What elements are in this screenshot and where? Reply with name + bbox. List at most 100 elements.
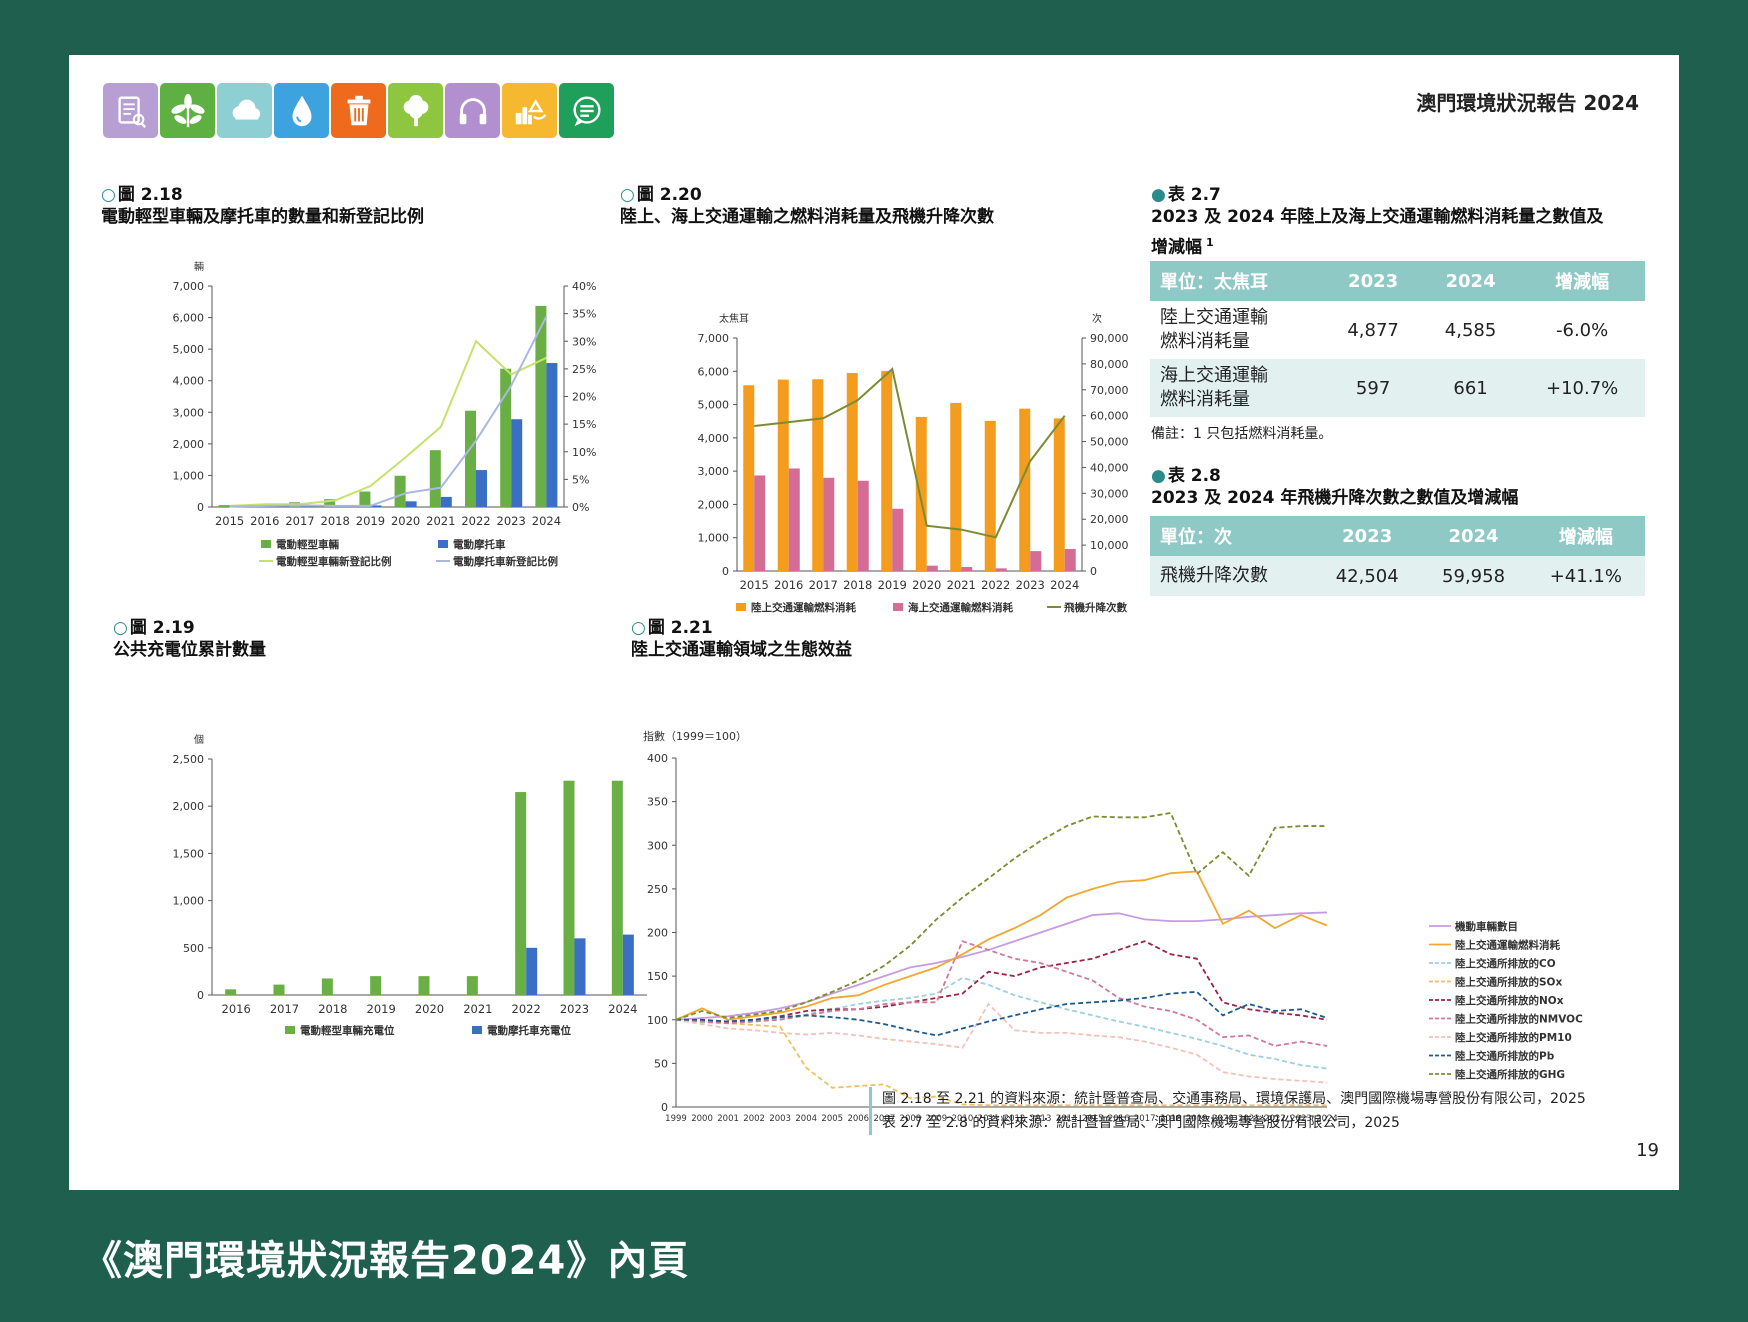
bar-海上交通運輸燃料消耗 xyxy=(1064,548,1076,571)
line-飛機升降次數 xyxy=(754,367,1066,539)
fig219-chart: 個 0 500 1,000 1,500 2,000 2,500 2016 2017 2018 201… xyxy=(173,733,647,1037)
x-tick-label: 2023 xyxy=(497,514,526,528)
y2-tick-label: 20% xyxy=(572,391,596,404)
x-tick-label: 2017 xyxy=(809,578,838,592)
source-note: 圖 2.18 至 2.21 的資料來源：統計暨普查局、交通事務局、環境保護局、澳… xyxy=(869,1087,1586,1135)
table-row: 陸上交通運輸 燃料消耗量 4,877 4,585 -6.0% xyxy=(1150,301,1645,359)
line-陸上交通所排放的Pb xyxy=(676,990,1328,1037)
y-axis-unit: 個 xyxy=(194,733,204,746)
bar-電動輕型車輛 xyxy=(324,499,336,507)
x-tick-label: 2021 xyxy=(947,578,976,592)
line-陸上交通所排放的SOx xyxy=(675,1018,1327,1107)
bar-電動輕型車輛 xyxy=(465,410,476,507)
x-tick-label: 2015 xyxy=(215,514,244,528)
legend-label: 電動摩托車新登記比例 xyxy=(453,555,558,568)
y-tick-label: 0 xyxy=(661,1101,668,1114)
legend-swatch xyxy=(438,540,448,548)
y2-tick-label: 20,000 xyxy=(1090,513,1129,526)
table27-cell: 4,877 xyxy=(1347,319,1399,341)
x-tick-label: 2019 xyxy=(356,514,385,528)
table28-cell: 42,504 xyxy=(1314,556,1421,596)
bar-電動輕型車輛 xyxy=(429,450,441,507)
y-axis-unit: 太焦耳 xyxy=(719,312,749,325)
y-tick-label: 4,000 xyxy=(698,432,730,445)
y-tick-label: 500 xyxy=(183,942,204,955)
fig220-title: 陸上、海上交通運輸之燃料消耗量及飛機升降次數 xyxy=(620,207,994,227)
x-tick-label: 2018 xyxy=(318,1002,347,1016)
table27-note: 備註：1 只包括燃料消耗量。 xyxy=(1151,426,1333,442)
x-tick-label: 2020 xyxy=(415,1002,444,1016)
y-tick-label: 1,000 xyxy=(173,469,205,482)
x-tick-label: 2020 xyxy=(391,514,420,528)
x-tick-label: 2014 xyxy=(1056,1114,1078,1124)
legend-label: 陸上交通運輸燃料消耗 xyxy=(1455,939,1560,952)
page-number: 19 xyxy=(1636,1140,1659,1161)
bar-電動摩托車充電位 xyxy=(622,934,634,995)
table28-header-2024: 2024 xyxy=(1420,516,1527,556)
y-tick-label: 2,500 xyxy=(173,753,205,766)
line-陸上交通運輸燃料消耗 xyxy=(675,870,1328,1021)
bar-陸上交通運輸燃料消耗 xyxy=(950,402,962,571)
bar-陸上交通運輸燃料消耗 xyxy=(777,379,789,571)
legend-label: 飛機升降次數 xyxy=(1063,601,1127,614)
y-tick-label: 5,000 xyxy=(173,343,205,356)
table27-cell: -6.0% xyxy=(1556,319,1609,341)
y-tick-label: 200 xyxy=(647,927,668,940)
y-tick-label: 50 xyxy=(654,1057,668,1070)
x-tick-label: 2023 xyxy=(560,1002,589,1016)
x-tick-label: 2017 xyxy=(285,514,314,528)
y-tick-label: 0 xyxy=(197,989,204,1002)
line-電動輕型車輛新登記比例 xyxy=(229,339,547,507)
legend-label: 陸上交通所排放的Pb xyxy=(1455,1050,1555,1063)
leaf-icon xyxy=(160,83,215,138)
table27-cell: +10.7% xyxy=(1519,359,1645,417)
y-tick-label: 350 xyxy=(647,796,668,809)
table27-row-label: 海上交通運輸 燃料消耗量 xyxy=(1150,359,1325,417)
fig219-title: 公共充電位累計數量 xyxy=(113,640,266,660)
document-icon xyxy=(103,83,158,138)
bar-陸上交通運輸燃料消耗 xyxy=(812,379,824,571)
x-tick-label: 2017 xyxy=(270,1002,299,1016)
x-tick-label: 2020 xyxy=(912,578,941,592)
x-tick-label: 2009 xyxy=(926,1114,948,1124)
bar-電動輕型車輛充電位 xyxy=(611,780,623,995)
bar-電動摩托車 xyxy=(440,496,452,507)
legend-label: 陸上交通所排放的SOx xyxy=(1455,976,1562,989)
y2-tick-label: 10,000 xyxy=(1090,539,1129,552)
y-tick-label: 4,000 xyxy=(173,375,205,388)
table27-header-change: 增減幅 xyxy=(1519,261,1645,301)
x-tick-label: 2004 xyxy=(795,1114,817,1124)
y2-tick-label: 30% xyxy=(572,335,596,348)
y-tick-label: 300 xyxy=(647,839,668,852)
bar-電動輕型車輛 xyxy=(359,491,371,507)
x-tick-label: 2018 xyxy=(1160,1114,1182,1124)
table28-title: 2023 及 2024 年飛機升降次數之數值及增減幅 xyxy=(1151,488,1519,508)
y-tick-label: 400 xyxy=(647,752,668,765)
fig220-chart: 太焦耳 0 1,000 2,000 3,000 4,000 5,000 6,000 7,000 次… xyxy=(698,312,1129,614)
table28: 單位：次 2023 2024 增減幅 飛機升降次數 42,504 59,958 … xyxy=(1150,516,1645,596)
x-tick-label: 2021 xyxy=(1238,1114,1260,1124)
x-tick-label: 2006 xyxy=(847,1114,869,1124)
table28-header-2023: 2023 xyxy=(1314,516,1421,556)
report-page: 澳門環境狀況報告 2024 ○ 圖 2.18 電動輕型車輛及摩托車的數量和新登記比… xyxy=(69,55,1679,1190)
y-tick-label: 1,500 xyxy=(173,847,205,860)
x-tick-label: 2017 xyxy=(1134,1114,1156,1124)
table27-title: 2023 及 2024 年陸上及海上交通運輸燃料消耗量之數值及 增減幅 1 xyxy=(1151,207,1604,258)
y-tick-label: 150 xyxy=(647,970,668,983)
y2-tick-label: 70,000 xyxy=(1090,384,1129,397)
legend-label: 陸上交通所排放的NMVOC xyxy=(1455,1013,1583,1026)
bar-電動輕型車輛充電位 xyxy=(321,978,333,995)
bar-海上交通運輸燃料消耗 xyxy=(961,567,973,571)
bar-海上交通運輸燃料消耗 xyxy=(823,477,835,571)
y-tick-label: 5,000 xyxy=(698,399,730,412)
x-tick-label: 2022 xyxy=(981,578,1010,592)
table27-number: ● 表 2.7 xyxy=(1151,185,1221,205)
bar-海上交通運輸燃料消耗 xyxy=(995,568,1007,571)
x-tick-label: 2022 xyxy=(512,1002,541,1016)
source-line-tables: 表 2.7 至 2.8 的資料來源：統計暨普查局、澳門國際機場專營股份有限公司，… xyxy=(882,1115,1400,1131)
x-tick-label: 2008 xyxy=(900,1114,922,1124)
legend-label: 電動輕型車輛充電位 xyxy=(300,1024,395,1037)
legend-label: 電動輕型車輛 xyxy=(276,538,339,551)
y-tick-label: 1,000 xyxy=(698,532,730,545)
bar-電動摩托車 xyxy=(476,470,487,507)
